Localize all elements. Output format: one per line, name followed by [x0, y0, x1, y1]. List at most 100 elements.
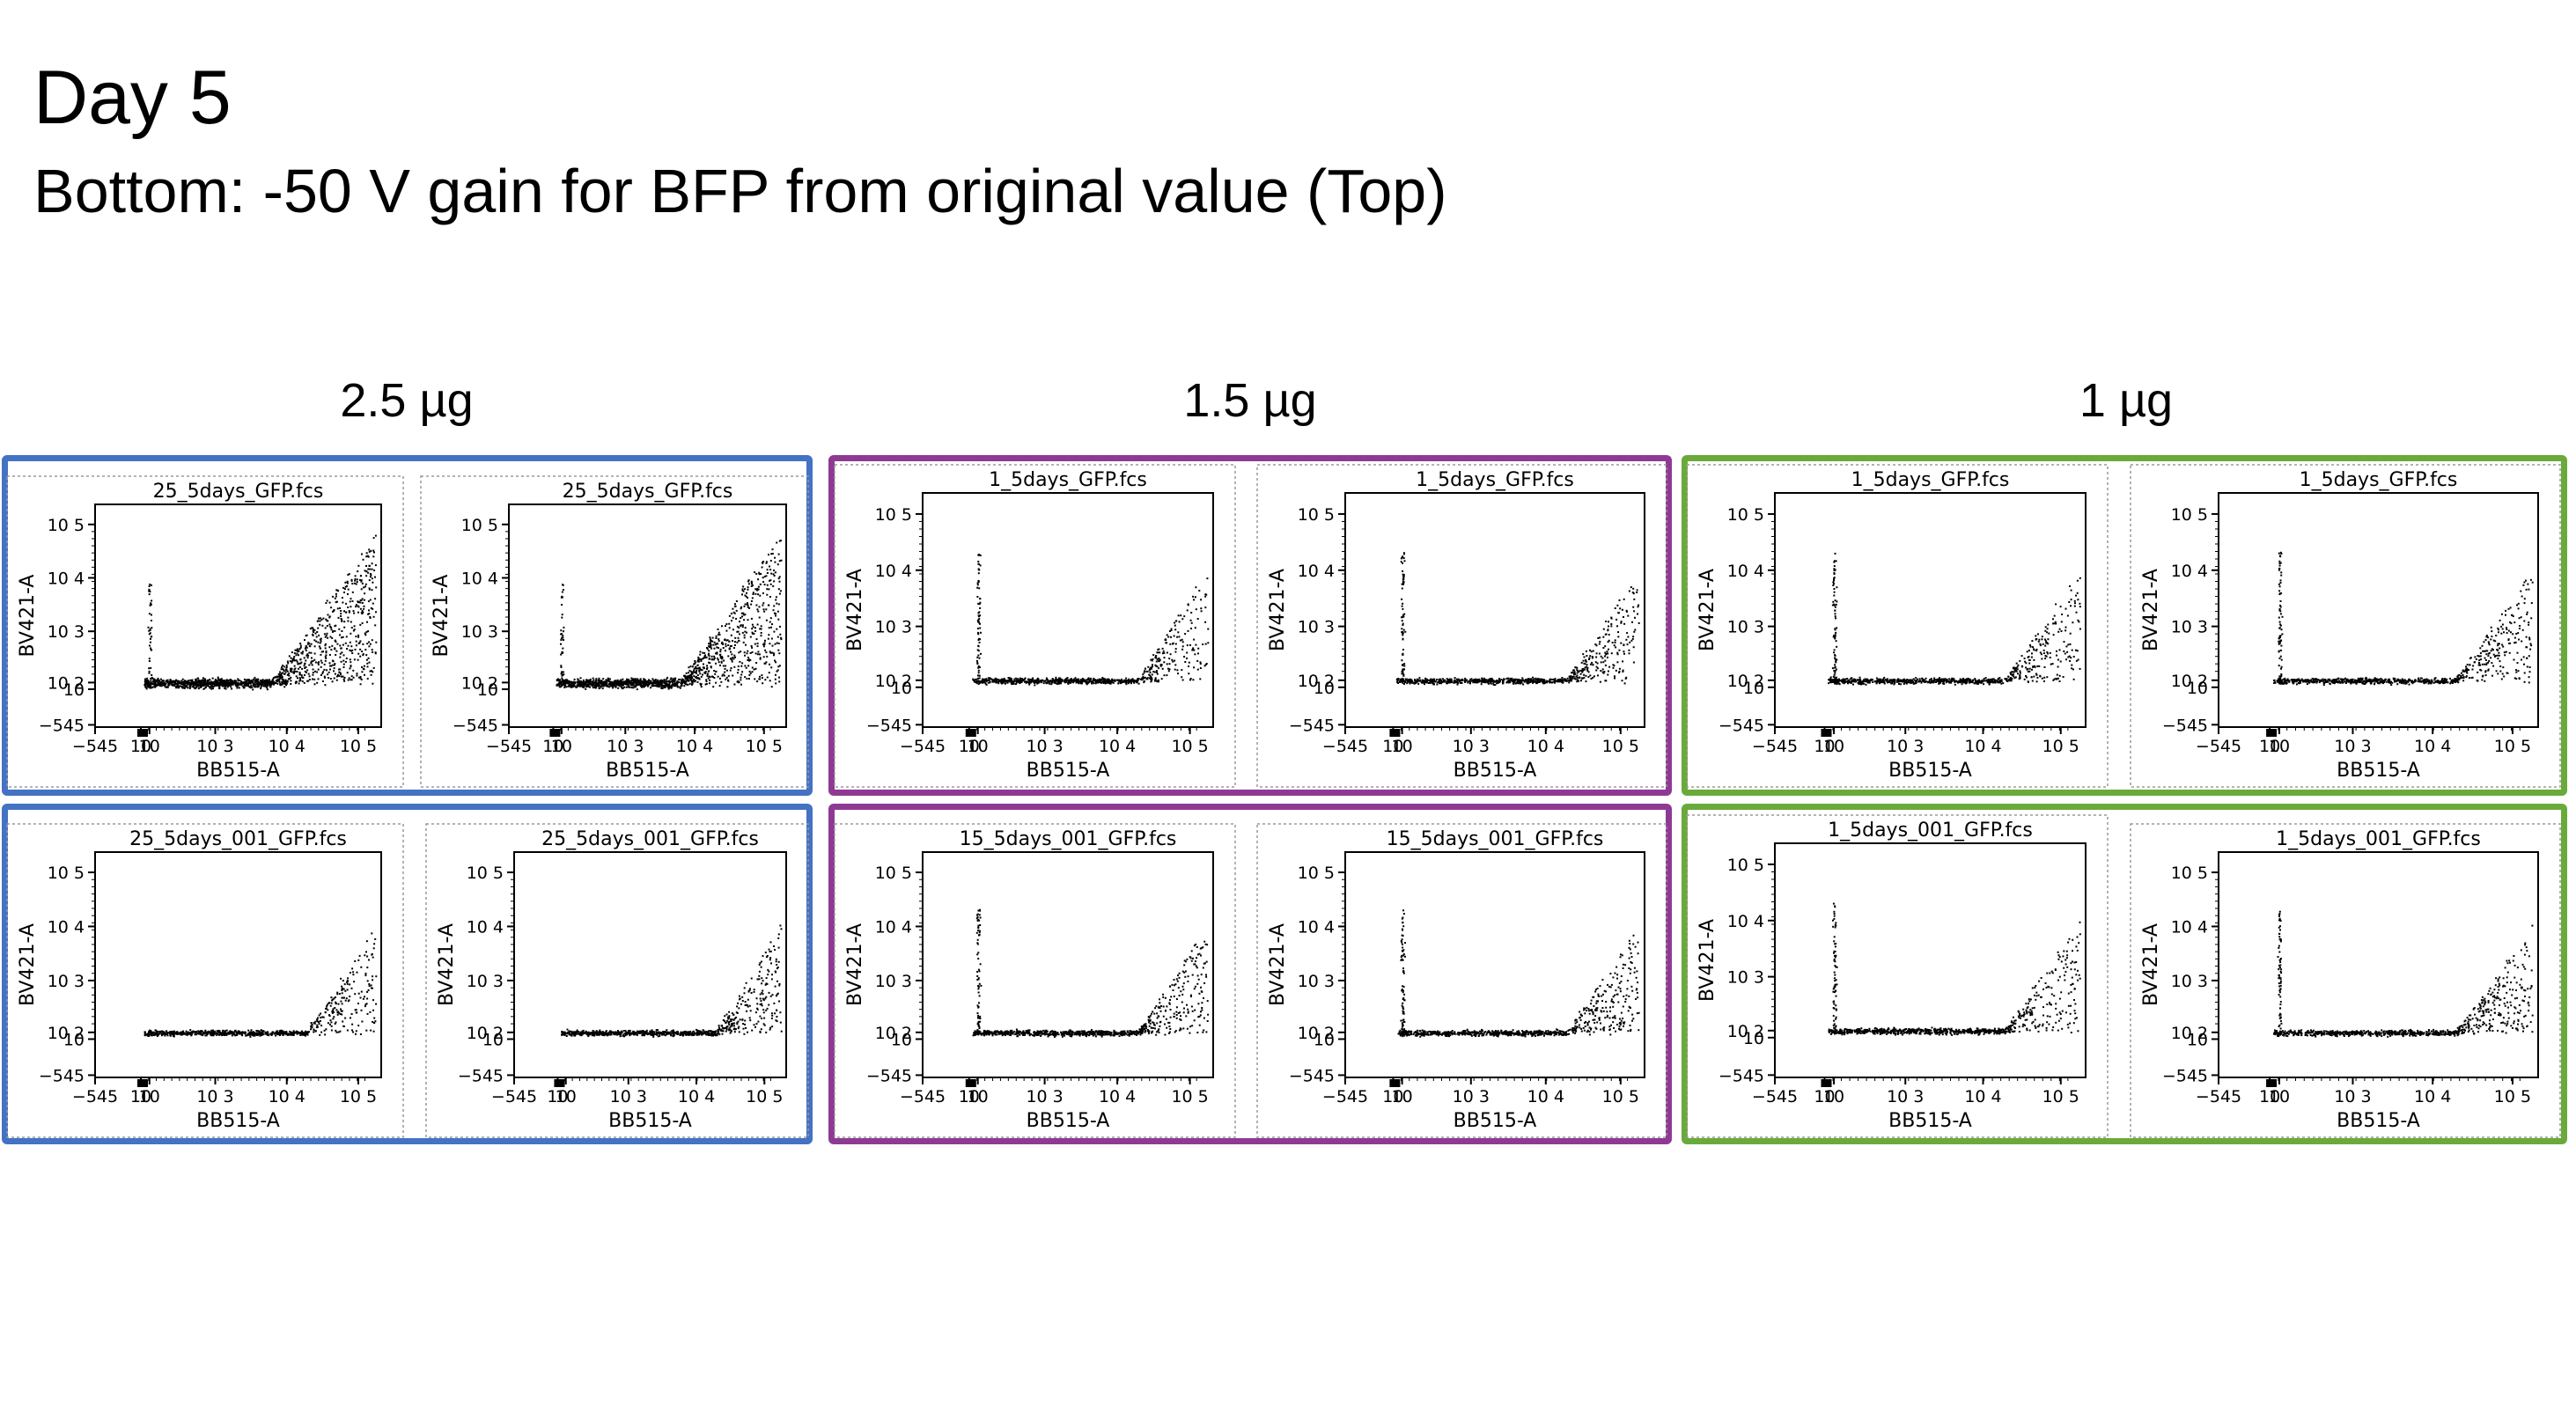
- x-tick-label: 10 5: [2494, 1087, 2531, 1106]
- origin-marker: [1389, 1079, 1401, 1087]
- panel-title: 1_5days_GFP.fcs: [1416, 469, 1574, 491]
- y-tick-label: 10 4: [2171, 917, 2208, 937]
- panel-frame: [834, 823, 1236, 1138]
- y-tick-label: −545: [1289, 716, 1335, 735]
- y-tick-label: 10 2: [875, 672, 912, 691]
- x-tick-label: 10: [130, 1087, 151, 1106]
- y-tick-label: 10 2: [1727, 1022, 1764, 1041]
- x-tick-label: 10 3: [1026, 1087, 1063, 1106]
- y-tick-label: 10: [1314, 1030, 1335, 1049]
- y-tick-label: 10 4: [1298, 917, 1335, 937]
- panel-frame: [6, 475, 404, 788]
- y-tick-label: 10 5: [48, 864, 85, 883]
- plot-area: [94, 851, 382, 1078]
- x-tick-label: −545: [900, 1087, 946, 1106]
- y-tick-label: 10 2: [875, 1024, 912, 1043]
- panel-frame: [1256, 464, 1667, 788]
- y-tick-label: −545: [866, 716, 912, 735]
- y-tick-label: 10 4: [48, 569, 85, 588]
- origin-marker: [137, 1079, 148, 1087]
- y-tick-label: −545: [458, 1066, 504, 1085]
- y-tick-label: 10 5: [1298, 864, 1335, 883]
- plot-area: [922, 492, 1214, 728]
- y-axis-label: BV421-A: [1267, 569, 1289, 651]
- x-tick-label: 10 5: [340, 1087, 377, 1106]
- x-tick-label: 10: [139, 737, 160, 756]
- y-tick-label: 10 5: [2171, 505, 2208, 525]
- x-tick-label: 10 4: [2414, 1087, 2451, 1106]
- panel-frame: [2130, 464, 2561, 788]
- x-tick-label: 10 5: [2042, 737, 2079, 756]
- x-tick-label: 10 4: [269, 1087, 305, 1106]
- x-tick-label: 10: [1814, 1087, 1835, 1106]
- y-tick-label: 10 3: [1298, 618, 1335, 637]
- event-cloud: [556, 540, 783, 691]
- y-axis-label: BV421-A: [2140, 923, 2162, 1006]
- y-tick-label: 10 2: [2171, 672, 2208, 691]
- panel-title: 1_5days_001_GFP.fcs: [2276, 828, 2481, 850]
- plot-area: [94, 504, 382, 728]
- y-tick-label: 10 3: [2171, 618, 2208, 637]
- y-tick-label: 10 3: [875, 618, 912, 637]
- origin-marker: [965, 729, 976, 737]
- y-tick-label: 10 4: [2171, 562, 2208, 581]
- plot-area: [922, 851, 1214, 1078]
- x-tick-label: 10: [139, 1087, 160, 1106]
- x-tick-label: 10 5: [2042, 1087, 2079, 1106]
- y-tick-label: 10 4: [467, 917, 504, 937]
- panel-frame: [6, 823, 404, 1138]
- y-axis-label: BV421-A: [17, 575, 39, 658]
- plot-area: [1774, 842, 2087, 1078]
- x-tick-label: 10: [2259, 737, 2280, 756]
- y-tick-label: 10 5: [875, 864, 912, 883]
- group-box-1-5-top: [828, 455, 1672, 796]
- x-axis-label: BB515-A: [1888, 1110, 1972, 1132]
- panel-title: 1_5days_GFP.fcs: [1851, 469, 2010, 491]
- x-tick-label: 10 3: [1453, 737, 1490, 756]
- x-tick-label: 10 5: [746, 737, 783, 756]
- x-tick-label: 10: [1382, 737, 1403, 756]
- origin-marker: [554, 1079, 565, 1087]
- x-axis-label: BB515-A: [1888, 760, 1972, 782]
- x-tick-label: 10 3: [196, 1087, 233, 1106]
- x-axis-label: BB515-A: [1454, 1110, 1537, 1132]
- y-tick-label: −545: [39, 716, 85, 735]
- x-tick-label: 10 5: [1171, 1087, 1208, 1106]
- y-tick-label: 10 2: [2171, 1024, 2208, 1043]
- event-cloud: [972, 554, 1210, 687]
- x-tick-label: 10: [556, 1087, 577, 1106]
- y-axis-label: BV421-A: [1696, 919, 1719, 1002]
- y-tick-label: 10 4: [875, 562, 912, 581]
- y-tick-label: 10 3: [48, 622, 85, 642]
- y-tick-label: 10 4: [461, 569, 498, 588]
- x-tick-label: 10 3: [610, 1087, 647, 1106]
- event-cloud: [144, 932, 378, 1038]
- origin-marker: [965, 1079, 976, 1087]
- y-axis-label: BV421-A: [436, 923, 458, 1006]
- x-tick-label: 10: [547, 1087, 568, 1106]
- event-cloud: [1395, 552, 1640, 686]
- y-tick-label: 10 5: [467, 864, 504, 883]
- panel-frame: [1686, 464, 2109, 788]
- panel-title: 25_5days_GFP.fcs: [153, 481, 324, 503]
- group-label-2-5: 2.5 µg: [340, 374, 474, 427]
- x-tick-label: 10: [959, 737, 980, 756]
- event-cloud: [144, 534, 378, 691]
- origin-marker: [2266, 1079, 2278, 1087]
- x-tick-label: 10 4: [676, 737, 713, 756]
- y-axis-label: BV421-A: [2140, 569, 2162, 651]
- panel-frame: [834, 464, 1236, 788]
- panel-title: 1_5days_001_GFP.fcs: [1828, 820, 2033, 842]
- origin-marker: [549, 729, 561, 737]
- x-tick-label: 10: [959, 1087, 980, 1106]
- group-box-2-5-top: [2, 455, 813, 796]
- group-label-1-5: 1.5 µg: [1183, 374, 1317, 427]
- x-axis-label: BB515-A: [2337, 760, 2420, 782]
- y-tick-label: −545: [2162, 716, 2208, 735]
- x-tick-label: −545: [2196, 737, 2241, 756]
- plot-area: [1344, 851, 1645, 1078]
- x-tick-label: −545: [72, 737, 118, 756]
